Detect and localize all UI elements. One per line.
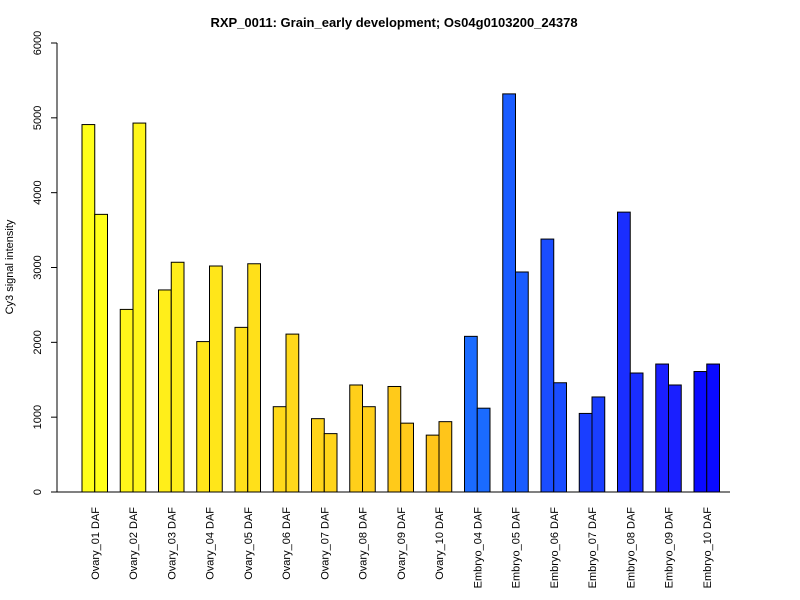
y-tick-label-6000: 6000	[32, 31, 44, 55]
x-tick-label-ovary-05-daf: Ovary_05 DAF	[243, 507, 255, 580]
x-tick-label-embryo-09-daf: Embryo_09 DAF	[664, 507, 676, 589]
bar-embryo-06-daf-1	[540, 238, 555, 493]
x-tick-label-ovary-02-daf: Ovary_02 DAF	[128, 507, 140, 580]
bar-ovary-10-daf-1	[425, 434, 440, 493]
x-tick-label-embryo-07-daf: Embryo_07 DAF	[587, 507, 599, 589]
x-tick-label-embryo-10-daf: Embryo_10 DAF	[702, 507, 714, 589]
bar-ovary-05-daf-2	[247, 263, 261, 493]
x-tick-label-ovary-07-daf: Ovary_07 DAF	[319, 507, 331, 580]
y-tick-label-0: 0	[32, 489, 44, 495]
bar-ovary-01-daf-1	[81, 124, 96, 493]
bar-ovary-01-daf-2	[94, 213, 108, 493]
bar-embryo-10-daf-1	[693, 371, 708, 493]
x-tick-label-ovary-09-daf: Ovary_09 DAF	[396, 507, 408, 580]
bar-ovary-04-daf-2	[209, 265, 223, 493]
bar-ovary-06-daf-1	[272, 406, 287, 493]
chart-title: RXP_0011: Grain_early development; Os04g…	[210, 15, 577, 30]
bars-group	[57, 93, 730, 493]
bar-ovary-09-daf-2	[400, 422, 414, 493]
bar-ovary-06-daf-2	[285, 333, 300, 493]
x-tick-label-ovary-01-daf: Ovary_01 DAF	[90, 507, 102, 580]
bar-embryo-06-daf-2	[553, 382, 567, 493]
bar-embryo-09-daf-1	[655, 363, 669, 493]
y-tick-label-4000: 4000	[32, 180, 44, 204]
bar-ovary-07-daf-1	[311, 418, 325, 493]
bar-embryo-08-daf-2	[629, 372, 644, 493]
bar-embryo-07-daf-1	[578, 412, 593, 493]
x-tick-label-embryo-08-daf: Embryo_08 DAF	[625, 507, 637, 589]
x-tick-label-embryo-04-daf: Embryo_04 DAF	[472, 507, 484, 589]
y-tick-label-5000: 5000	[32, 106, 44, 130]
x-tick-label-ovary-08-daf: Ovary_08 DAF	[358, 507, 370, 580]
bar-embryo-09-daf-2	[668, 384, 682, 493]
bar-embryo-04-daf-1	[464, 335, 478, 493]
y-axis: 0 1000 2000 3000 4000 5000 6000	[32, 31, 58, 495]
y-tick-label-3000: 3000	[32, 255, 44, 279]
bar-ovary-02-daf-2	[132, 122, 147, 493]
bar-embryo-10-daf-2	[706, 363, 720, 493]
bar-embryo-08-daf-1	[617, 211, 631, 493]
bar-ovary-03-daf-2	[170, 261, 185, 493]
bar-ovary-02-daf-1	[119, 308, 134, 493]
y-axis-label: Cy3 signal intensity	[4, 219, 16, 314]
x-tick-label-embryo-06-daf: Embryo_06 DAF	[549, 507, 561, 589]
bar-embryo-05-daf-1	[502, 93, 516, 493]
x-axis-labels: Ovary_01 DAF Ovary_02 DAF Ovary_03 DAF Ovar…	[90, 507, 714, 589]
bar-ovary-07-daf-2	[323, 433, 338, 493]
x-tick-label-ovary-03-daf: Ovary_03 DAF	[166, 507, 178, 580]
y-tick-label-1000: 1000	[32, 405, 44, 429]
x-tick-label-embryo-05-daf: Embryo_05 DAF	[511, 507, 523, 589]
bar-embryo-04-daf-2	[476, 407, 491, 493]
x-tick-label-ovary-06-daf: Ovary_06 DAF	[281, 507, 293, 580]
bar-ovary-04-daf-1	[196, 341, 210, 493]
bar-ovary-03-daf-1	[158, 289, 172, 493]
x-tick-label-ovary-10-daf: Ovary_10 DAF	[434, 507, 446, 580]
bar-embryo-07-daf-2	[591, 396, 606, 493]
bar-embryo-05-daf-2	[515, 271, 529, 493]
bar-ovary-10-daf-2	[438, 421, 453, 493]
bar-ovary-08-daf-2	[362, 406, 376, 493]
bar-ovary-08-daf-1	[349, 384, 363, 493]
y-tick-label-2000: 2000	[32, 330, 44, 354]
bar-ovary-09-daf-1	[387, 385, 402, 493]
x-tick-label-ovary-04-daf: Ovary_04 DAF	[205, 507, 217, 580]
bar-ovary-05-daf-1	[234, 326, 249, 493]
